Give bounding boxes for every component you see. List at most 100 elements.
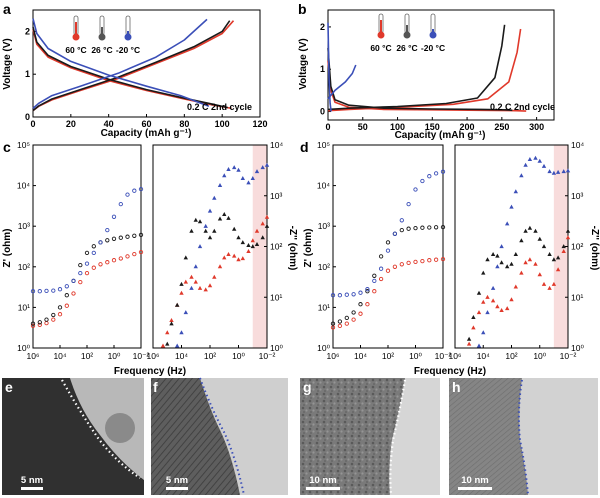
scale-label-f: 5 nm: [166, 475, 188, 486]
data-point-cold: [561, 169, 566, 174]
data-point-cold: [71, 278, 76, 284]
y-tick-label: 2: [25, 26, 30, 36]
data-point-room: [351, 310, 356, 315]
y-tick-label: 10²: [270, 242, 282, 252]
x-tick-label: 80: [179, 119, 189, 129]
panel-c-left-ticks: 10⁶ 10⁴ 10² 10⁰ 10⁻² 10⁰ 10¹ 10² 10³ 10⁴ 10⁵: [17, 140, 150, 361]
data-point-cold: [222, 173, 227, 178]
data-point-room: [372, 273, 377, 278]
panel-a-annotation: 0.2 C 2nd cycle: [187, 102, 252, 112]
data-point-cold: [203, 223, 208, 228]
data-point-room: [30, 321, 36, 326]
thermometer-hot-icon: [377, 13, 385, 39]
x-tick-label: 10²: [505, 351, 517, 361]
data-point-cold: [183, 310, 188, 315]
data-point-room: [226, 215, 231, 220]
data-point-room: [555, 255, 561, 260]
tem-g-amorphous-region: [300, 378, 405, 495]
data-point-cold: [537, 158, 542, 163]
data-point-hot: [337, 323, 343, 329]
panel-d-right-ylabel: -Z'' (ohm): [589, 226, 600, 271]
data-point-cold: [138, 186, 144, 192]
data-point-room: [246, 243, 251, 247]
panel-h-label: h: [452, 379, 461, 395]
thermometer-cold-icon: [429, 13, 437, 39]
data-point-room: [240, 240, 245, 245]
panel-d-left-ticks: 10⁶ 10⁴ 10² 10⁰ 10⁻² 10⁰ 10¹ 10² 10³ 10⁴ 10⁵: [317, 140, 452, 361]
data-point-room: [471, 315, 476, 319]
data-point-cold: [413, 187, 418, 192]
data-point-hot: [264, 214, 270, 219]
x-tick-label: 10⁰: [409, 351, 422, 361]
data-point-cold: [212, 195, 217, 200]
y-tick-label: 10⁵: [317, 140, 330, 150]
data-point-room: [189, 228, 194, 233]
data-point-hot: [169, 318, 174, 322]
x-tick-label: 10⁻²: [435, 351, 452, 361]
x-tick-label: 100: [215, 119, 230, 129]
x-tick-label: 10⁰: [232, 351, 245, 361]
data-point-room: [232, 226, 237, 231]
data-point-hot: [413, 259, 418, 265]
data-point-hot: [222, 255, 227, 260]
data-point-cold: [344, 292, 349, 297]
data-point-hot: [440, 256, 446, 262]
data-point-cold: [440, 169, 446, 174]
data-point-room: [260, 235, 265, 240]
data-point-hot: [212, 274, 217, 279]
data-point-room: [203, 228, 208, 233]
data-point-room: [344, 315, 349, 321]
y-tick-label: 10¹: [18, 302, 30, 312]
data-point-cold: [392, 231, 398, 236]
x-tick-label: 40: [104, 119, 114, 129]
data-point-hot: [519, 270, 524, 275]
data-point-cold: [254, 169, 260, 174]
data-point-cold: [485, 310, 490, 315]
y-tick-label: 10⁰: [571, 343, 584, 353]
data-point-cold: [358, 290, 363, 295]
data-point-cold: [420, 178, 425, 184]
data-point-hot: [193, 279, 198, 284]
legend-temp-cold: -20 °C: [421, 43, 445, 53]
y-tick-label: 10³: [318, 221, 330, 231]
data-point-room: [125, 234, 130, 239]
data-point-hot: [509, 297, 514, 302]
data-point-cold: [193, 264, 198, 269]
y-tick-label: 10⁵: [17, 140, 30, 150]
data-point-hot: [481, 299, 486, 304]
x-tick-label: 100: [390, 122, 405, 132]
data-point-room: [222, 212, 227, 216]
panel-d-label: d: [300, 139, 309, 155]
data-point-hot: [358, 311, 363, 316]
panel-d-left-series: [330, 169, 446, 330]
series-line-cold: [32, 18, 208, 109]
data-point-cold: [406, 201, 411, 207]
panel-f-label: f: [153, 379, 158, 395]
data-point-hot: [330, 325, 336, 330]
data-point-room: [118, 235, 123, 240]
data-point-hot: [551, 281, 557, 286]
data-point-room: [37, 320, 42, 325]
thermometer-room-icon: [403, 13, 411, 39]
x-tick-label: 150: [425, 122, 440, 132]
legend-temp-hot: 60 °C: [370, 43, 391, 53]
data-point-hot: [125, 254, 130, 259]
data-point-room: [495, 253, 500, 258]
x-tick-label: 120: [252, 119, 267, 129]
data-point-room: [250, 244, 255, 249]
data-point-room: [105, 238, 110, 243]
panel-b-ticks: 0 50 100 150 200 250 300 0 1 2: [320, 22, 544, 132]
data-point-hot: [44, 320, 49, 326]
tem-h-interface-line: [517, 379, 529, 496]
panel-g-label: g: [303, 379, 312, 395]
data-point-room: [57, 305, 63, 310]
data-point-hot: [189, 274, 194, 279]
data-point-hot: [427, 258, 432, 263]
x-tick-label: 10⁻²: [133, 351, 150, 361]
thermometer-hot-icon: [72, 15, 80, 41]
tem-h-lattice-region: [449, 378, 528, 495]
legend-temp-cold: -20 °C: [116, 45, 140, 55]
data-point-cold: [399, 218, 404, 223]
x-tick-label: 200: [460, 122, 475, 132]
